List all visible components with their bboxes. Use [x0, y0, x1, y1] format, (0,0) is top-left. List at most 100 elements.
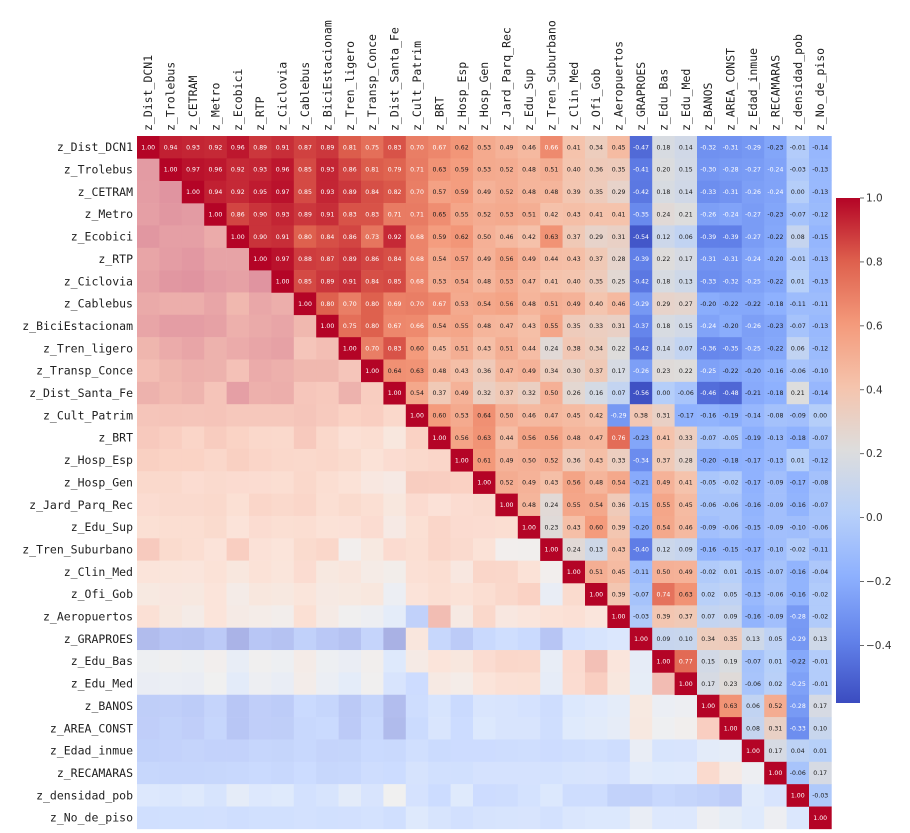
cell-value-label: 0.43	[455, 368, 469, 375]
row-label: z_Aeropuertos	[43, 610, 133, 624]
colorbar-gradient	[836, 198, 860, 703]
cell-value-label: -0.03	[633, 614, 649, 621]
cell-value-label: 0.46	[522, 144, 536, 151]
heatmap-cell	[719, 270, 743, 293]
heatmap-cell-lower	[697, 784, 720, 807]
heatmap-cell	[786, 247, 810, 271]
heatmap-cell	[450, 203, 474, 226]
heatmap-cell	[405, 203, 429, 226]
heatmap-cell-lower	[607, 784, 631, 807]
cell-value-label: 1.00	[679, 681, 693, 688]
heatmap-cell	[719, 538, 743, 561]
heatmap-cell	[271, 203, 295, 226]
heatmap-cell-lower	[293, 359, 317, 383]
cell-value-label: 0.85	[298, 167, 312, 174]
heatmap-cell	[809, 605, 832, 628]
heatmap-cell	[585, 314, 608, 338]
cell-value-label: 0.17	[813, 770, 827, 777]
heatmap-cell	[697, 337, 720, 360]
cell-value-label: -0.07	[812, 435, 828, 442]
cell-value-label: -0.23	[767, 323, 783, 330]
heatmap-cell-lower	[226, 247, 250, 271]
cell-value-label: 0.29	[589, 234, 603, 241]
heatmap-cell	[562, 359, 586, 383]
heatmap-cell-lower	[226, 806, 250, 830]
cell-value-label: -0.34	[633, 457, 649, 464]
heatmap-cell-lower	[450, 784, 474, 807]
heatmap-cell	[428, 247, 451, 271]
heatmap-cell-lower	[361, 560, 384, 584]
heatmap-cell-lower	[450, 515, 474, 539]
cell-value-label: 0.45	[567, 413, 581, 420]
heatmap-cell-lower	[204, 314, 227, 338]
cell-value-label: 0.80	[321, 301, 335, 308]
heatmap-cell-lower	[473, 493, 496, 517]
cell-value-label: 0.53	[500, 278, 514, 285]
heatmap-cell-lower	[204, 471, 227, 494]
cell-value-label: -0.07	[790, 323, 806, 330]
heatmap-cell	[764, 739, 787, 763]
heatmap-cell	[607, 180, 631, 204]
cell-value-label: 1.00	[589, 591, 603, 598]
heatmap-cell-lower	[137, 203, 160, 226]
row-label: z_Edu_Bas	[71, 654, 133, 668]
heatmap-cell	[809, 359, 832, 383]
heatmap-cell	[697, 247, 720, 271]
heatmap-cell	[719, 717, 743, 740]
heatmap-cell-lower	[204, 426, 227, 450]
heatmap-cell-lower	[338, 381, 362, 405]
heatmap-cell-lower	[249, 471, 272, 494]
column-label: z_Transp_Conce	[365, 34, 379, 131]
heatmap-cell	[607, 493, 631, 517]
heatmap-cell-lower	[249, 694, 272, 718]
cell-value-label: 0.96	[231, 144, 245, 151]
heatmap-cell-lower	[405, 650, 429, 673]
heatmap-cell-lower	[428, 538, 451, 561]
heatmap-cell-lower	[181, 359, 205, 383]
heatmap-cell-lower	[540, 583, 563, 606]
cell-value-label: -0.07	[745, 658, 761, 665]
heatmap-cell	[697, 560, 720, 584]
lower-triangle-cells	[137, 158, 810, 830]
heatmap-cell	[428, 404, 451, 427]
heatmap-cell	[585, 225, 608, 249]
heatmap-cell	[697, 180, 720, 204]
heatmap-cell	[338, 314, 362, 338]
heatmap-cell	[316, 314, 339, 338]
heatmap-cell-lower	[383, 650, 407, 673]
cell-value-label: -0.25	[700, 368, 716, 375]
heatmap-cell-lower	[226, 314, 250, 338]
cell-value-label: -0.10	[767, 547, 783, 554]
heatmap-cell-lower	[562, 806, 586, 830]
cell-value-label: -0.03	[790, 167, 806, 174]
heatmap-cell	[540, 247, 563, 271]
heatmap-cell	[473, 359, 496, 383]
cell-value-label: -0.12	[812, 211, 828, 218]
heatmap-cell	[809, 515, 832, 539]
heatmap-cell	[674, 158, 698, 181]
heatmap-cell	[473, 381, 496, 405]
heatmap-cell	[764, 203, 787, 226]
cell-value-label: 0.01	[791, 278, 805, 285]
heatmap-cell	[697, 448, 720, 472]
heatmap-cell	[383, 314, 407, 338]
cell-value-label: -0.28	[790, 703, 806, 710]
heatmap-cell-lower	[137, 560, 160, 584]
heatmap-cell-lower	[517, 761, 541, 785]
heatmap-cell	[719, 158, 743, 181]
cell-value-label: 0.89	[343, 256, 357, 263]
cell-value-label: -0.16	[745, 502, 761, 509]
row-label: z_Cult_Patrim	[43, 408, 133, 422]
heatmap-cell-lower	[428, 560, 451, 584]
heatmap-cell	[540, 359, 563, 383]
heatmap-cell-lower	[249, 337, 272, 360]
heatmap-cell-lower	[652, 761, 675, 785]
cell-value-label: 0.42	[522, 234, 536, 241]
cell-value-label: 0.48	[522, 301, 536, 308]
cell-value-label: 0.43	[567, 524, 581, 531]
heatmap-cell-lower	[316, 650, 339, 673]
heatmap-cell-lower	[137, 739, 160, 763]
heatmap-cell-lower	[495, 717, 519, 740]
heatmap-cell-lower	[204, 359, 227, 383]
heatmap-cell	[786, 180, 810, 204]
